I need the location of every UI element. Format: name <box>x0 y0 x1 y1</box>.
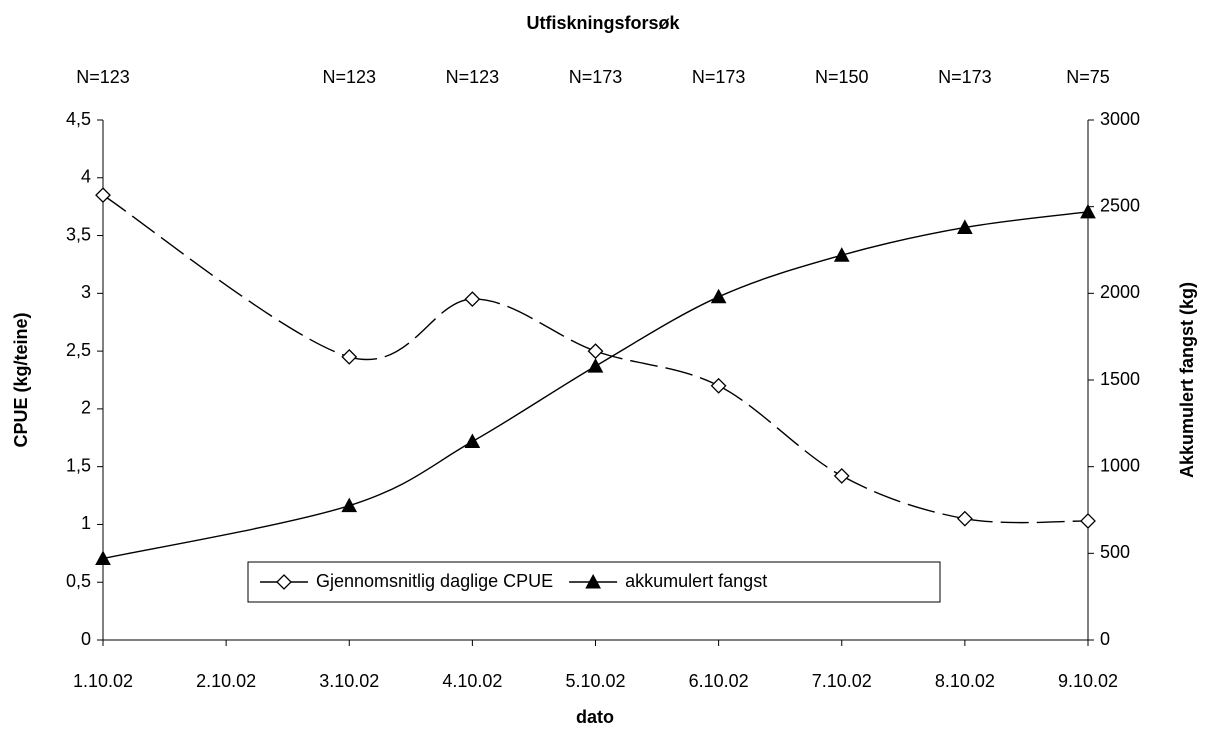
n-label: N=150 <box>815 67 869 87</box>
y-tick-label: 3,5 <box>66 224 91 244</box>
line-segment <box>841 475 966 520</box>
x-tick-label: 9.10.02 <box>1058 671 1118 691</box>
x-tick-label: 2.10.02 <box>196 671 256 691</box>
marker-diamond <box>956 510 973 527</box>
line-segment <box>102 194 350 358</box>
x-axis-label: dato <box>576 707 614 727</box>
n-label: N=123 <box>446 67 500 87</box>
chart-title: Utfiskningsforsøk <box>526 13 680 33</box>
marker-triangle <box>710 288 727 304</box>
y2-tick-label: 1500 <box>1100 369 1140 389</box>
marker-diamond <box>341 348 358 365</box>
marker-diamond <box>464 291 481 308</box>
x-tick-label: 8.10.02 <box>935 671 995 691</box>
x-tick-label: 4.10.02 <box>442 671 502 691</box>
line-segment <box>718 254 842 298</box>
marker-diamond <box>587 343 604 360</box>
y-axis-label: CPUE (kg/teine) <box>11 312 31 447</box>
marker-triangle <box>957 219 973 234</box>
line-segment <box>349 440 473 507</box>
marker-diamond <box>276 574 292 590</box>
x-tick-label: 1.10.02 <box>73 671 133 691</box>
y-tick-label: 4 <box>81 167 91 187</box>
y2-tick-label: 0 <box>1100 629 1110 649</box>
line-segment <box>102 504 350 560</box>
legend-label: akkumulert fangst <box>625 571 767 591</box>
x-tick-label: 7.10.02 <box>812 671 872 691</box>
y2-tick-label: 3000 <box>1100 109 1140 129</box>
line-segment <box>595 350 719 387</box>
n-label: N=173 <box>692 67 746 87</box>
x-tick-label: 3.10.02 <box>319 671 379 691</box>
line-segment <box>472 298 596 352</box>
marker-diamond <box>833 467 850 484</box>
y2-tick-label: 500 <box>1100 542 1130 562</box>
marker-triangle <box>585 573 601 589</box>
n-label: N=173 <box>569 67 623 87</box>
marker-triangle <box>95 550 111 566</box>
y-tick-label: 1,5 <box>66 455 91 475</box>
y-tick-label: 2,5 <box>66 340 91 360</box>
y2-tick-label: 2000 <box>1100 282 1140 302</box>
n-label: N=75 <box>1066 67 1110 87</box>
marker-diamond <box>95 187 111 204</box>
y2-tick-label: 1000 <box>1100 455 1140 475</box>
line-segment <box>472 365 596 443</box>
y-tick-label: 2 <box>81 398 91 418</box>
y-tick-label: 0 <box>81 629 91 649</box>
marker-triangle <box>341 497 358 513</box>
x-tick-label: 5.10.02 <box>565 671 625 691</box>
y-tick-label: 3 <box>81 282 91 302</box>
n-label: N=123 <box>76 67 130 87</box>
y-tick-label: 0,5 <box>66 571 91 591</box>
n-label: N=123 <box>322 67 376 87</box>
marker-triangle <box>1080 203 1096 219</box>
y2-tick-label: 2500 <box>1100 195 1140 215</box>
marker-triangle <box>587 358 604 373</box>
y-tick-label: 4,5 <box>66 109 91 129</box>
marker-diamond <box>710 377 727 394</box>
line-segment <box>718 385 843 477</box>
line-segment <box>964 211 1089 229</box>
line-segment <box>964 517 1089 524</box>
n-label: N=173 <box>938 67 992 87</box>
line-segment <box>841 226 965 256</box>
line-segment <box>595 296 719 367</box>
marker-diamond <box>1080 513 1096 529</box>
y-tick-label: 1 <box>81 513 91 533</box>
y2-axis-label: Akkumulert fangst (kg) <box>1177 282 1197 478</box>
line-segment <box>349 298 473 360</box>
marker-triangle <box>833 247 850 262</box>
marker-triangle <box>464 433 481 449</box>
x-tick-label: 6.10.02 <box>689 671 749 691</box>
legend-label: Gjennomsnitlig daglige CPUE <box>316 571 553 591</box>
